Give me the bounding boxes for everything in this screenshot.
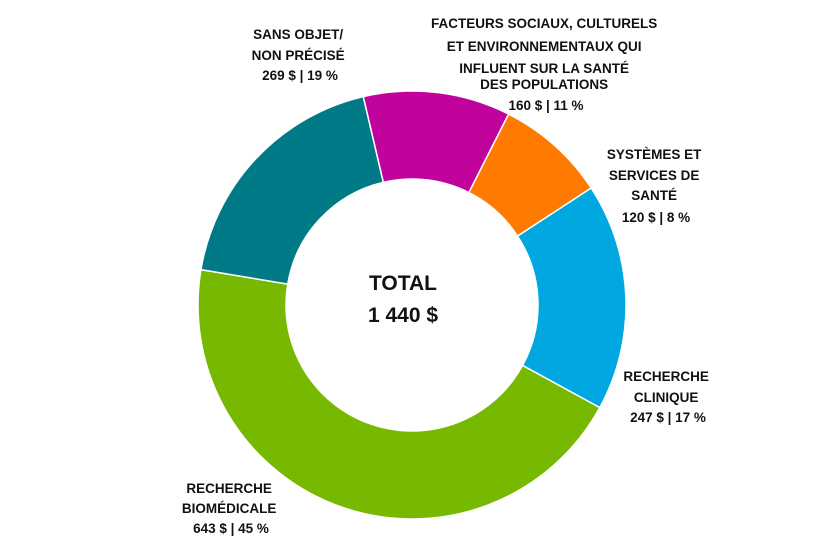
center-total-label: TOTAL <box>369 272 437 295</box>
label-line: INFLUENT SUR LA SANTÉ <box>459 61 629 76</box>
chart-slices <box>197 90 627 520</box>
label-line: RECHERCHE <box>623 369 709 384</box>
label-line: NON PRÉCISÉ <box>252 48 345 63</box>
slice-label-sansobjet: SANS OBJET/ NON PRÉCISÉ 269 $ | 19 % <box>252 27 349 83</box>
slice-label-facteurs: FACTEURS SOCIAUX, CULTURELS ET ENVIRONNE… <box>431 16 661 113</box>
label-line: CLINIQUE <box>634 390 699 405</box>
label-line: RECHERCHE <box>186 481 272 496</box>
value-label: 247 $ | 17 % <box>630 410 706 425</box>
label-line: SANS OBJET/ <box>253 27 343 42</box>
value-label: 120 $ | 8 % <box>622 210 690 225</box>
slice-label-biomedicale: RECHERCHE BIOMÉDICALE 643 $ | 45 % <box>182 481 280 536</box>
value-label: 160 $ | 11 % <box>508 98 583 113</box>
slice-label-systemes: SYSTÈMES ET SERVICES DE SANTÉ 120 $ | 8 … <box>607 147 705 225</box>
label-line: FACTEURS SOCIAUX, CULTURELS <box>431 16 657 31</box>
label-line: DES POPULATIONS <box>480 77 608 92</box>
slice-label-clinique: RECHERCHE CLINIQUE 247 $ | 17 % <box>623 369 712 425</box>
label-line: BIOMÉDICALE <box>182 501 277 516</box>
center-total-value: 1 440 $ <box>368 304 438 327</box>
label-line: ET ENVIRONNEMENTAUX QUI <box>447 39 642 54</box>
slice-biomedicale <box>197 268 601 520</box>
label-line: SERVICES DE <box>609 168 700 183</box>
label-line: SANTÉ <box>631 188 677 203</box>
label-line: SYSTÈMES ET <box>607 147 702 162</box>
slice-sansobjet <box>200 95 385 286</box>
value-label: 269 $ | 19 % <box>262 68 338 83</box>
value-label: 643 $ | 45 % <box>193 521 269 536</box>
